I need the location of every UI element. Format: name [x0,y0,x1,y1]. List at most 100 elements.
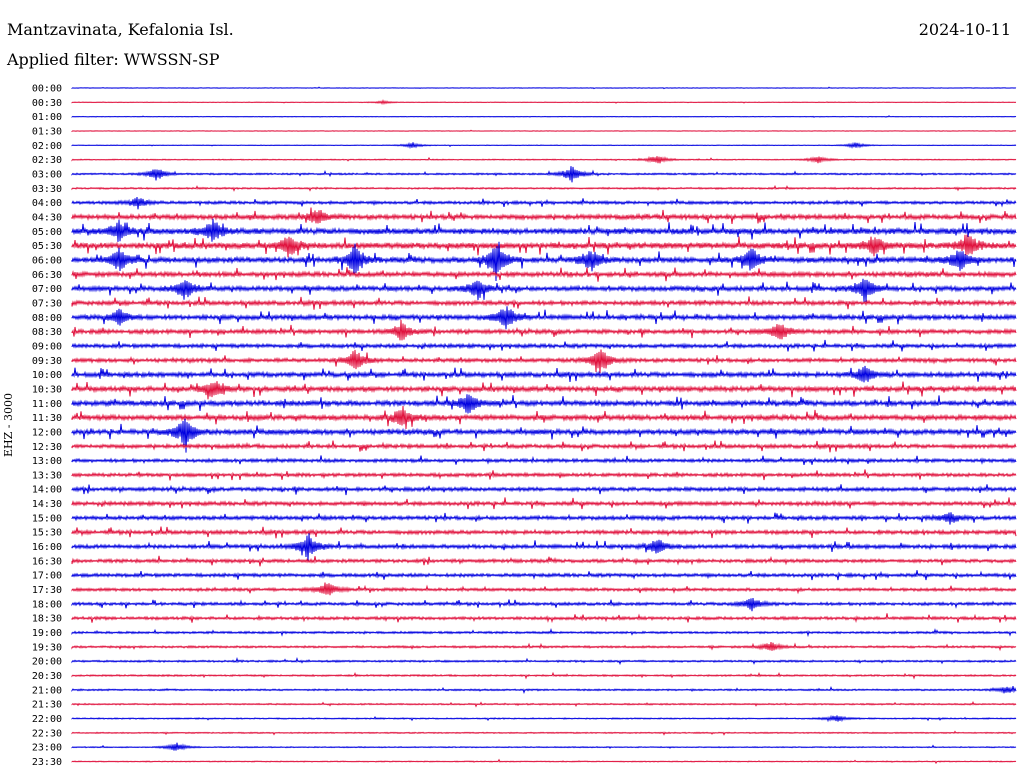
time-label-1300: 13:00 [32,456,62,467]
time-label-0100: 01:00 [32,112,62,123]
time-label-1800: 18:00 [32,599,62,610]
time-label-1100: 11:00 [32,399,62,410]
trace-0630 [71,267,1017,282]
time-label-0130: 01:30 [32,126,62,137]
time-label-0630: 06:30 [32,270,62,281]
trace-1230 [71,440,1017,453]
trace-0430 [71,207,1017,224]
trace-1900 [71,628,1017,638]
time-label-0030: 00:30 [32,98,62,109]
time-label-1600: 16:00 [32,542,62,553]
time-label-0230: 02:30 [32,155,62,166]
time-label-2200: 22:00 [32,714,62,725]
time-label-1830: 18:30 [32,614,62,625]
trace-0330 [71,184,1017,192]
time-label-1000: 10:00 [32,370,62,381]
filter-label: Applied filter: WWSSN-SP [7,50,220,69]
trace-1330 [71,469,1017,481]
time-label-2300: 23:00 [32,743,62,754]
time-label-0500: 05:00 [32,227,62,238]
time-label-1330: 13:30 [32,470,62,481]
time-label-2130: 21:30 [32,700,62,711]
trace-2230 [71,730,1017,736]
trace-0600 [71,241,1017,282]
trace-0700 [71,278,1017,302]
time-label-2000: 20:00 [32,657,62,668]
trace-0400 [71,197,1017,210]
station-title: Mantzavinata, Kefalonia Isl. [7,20,234,39]
time-label-0930: 09:30 [32,356,62,367]
date-label: 2024-10-11 [918,20,1011,39]
time-label-1230: 12:30 [32,442,62,453]
trace-1300 [71,455,1017,465]
trace-1500 [71,512,1017,525]
trace-0500 [71,218,1017,242]
time-label-2230: 22:30 [32,728,62,739]
trace-1730 [71,582,1017,596]
time-label-2330: 23:30 [32,757,62,768]
trace-1800 [71,597,1017,612]
trace-0000 [71,86,1017,90]
trace-1830 [71,613,1017,624]
time-label-1930: 19:30 [32,642,62,653]
trace-0830 [71,319,1017,341]
time-label-0730: 07:30 [32,298,62,309]
trace-1200 [71,418,1017,453]
trace-0100 [71,115,1017,118]
time-label-1130: 11:30 [32,413,62,424]
trace-1000 [71,365,1017,383]
time-label-2100: 21:00 [32,685,62,696]
time-label-0200: 02:00 [32,141,62,152]
trace-2330 [71,758,1017,765]
time-label-0330: 03:30 [32,184,62,195]
time-label-1030: 10:30 [32,384,62,395]
trace-1100 [71,394,1017,414]
trace-2030 [71,671,1017,680]
trace-1530 [71,526,1017,539]
time-label-0600: 06:00 [32,255,62,266]
time-label-1530: 15:30 [32,528,62,539]
trace-2130 [71,701,1017,708]
time-label-1200: 12:00 [32,427,62,438]
trace-0300 [71,166,1017,183]
time-label-1630: 16:30 [32,556,62,567]
time-label-1500: 15:00 [32,513,62,524]
trace-1600 [71,533,1017,562]
time-label-1700: 17:00 [32,571,62,582]
trace-0130 [71,129,1017,133]
time-label-0900: 09:00 [32,341,62,352]
trace-2300 [71,742,1017,751]
trace-0930 [71,349,1017,373]
trace-2200 [71,714,1017,723]
time-label-0430: 04:30 [32,212,62,223]
time-label-1400: 14:00 [32,485,62,496]
time-label-0830: 08:30 [32,327,62,338]
time-label-2030: 20:30 [32,671,62,682]
time-label-0400: 04:00 [32,198,62,209]
trace-0030 [71,99,1017,106]
time-label-1430: 14:30 [32,499,62,510]
trace-0200 [71,141,1017,150]
trace-0530 [71,234,1017,258]
trace-0900 [71,339,1017,352]
trace-1630 [71,555,1017,567]
time-label-0800: 08:00 [32,313,62,324]
trace-1030 [71,381,1017,400]
trace-0800 [71,306,1017,330]
trace-1400 [71,484,1017,496]
time-label-1900: 19:00 [32,628,62,639]
trace-0230 [71,155,1017,164]
trace-1700 [71,570,1017,581]
trace-2000 [71,656,1017,666]
trace-1130 [71,405,1017,430]
time-label-0000: 00:00 [32,84,62,95]
trace-2100 [71,686,1017,694]
trace-1430 [71,497,1017,510]
trace-0730 [71,296,1017,310]
trace-1930 [71,642,1017,652]
time-label-0300: 03:00 [32,169,62,180]
time-label-0700: 07:00 [32,284,62,295]
time-label-1730: 17:30 [32,585,62,596]
time-label-0530: 05:30 [32,241,62,252]
